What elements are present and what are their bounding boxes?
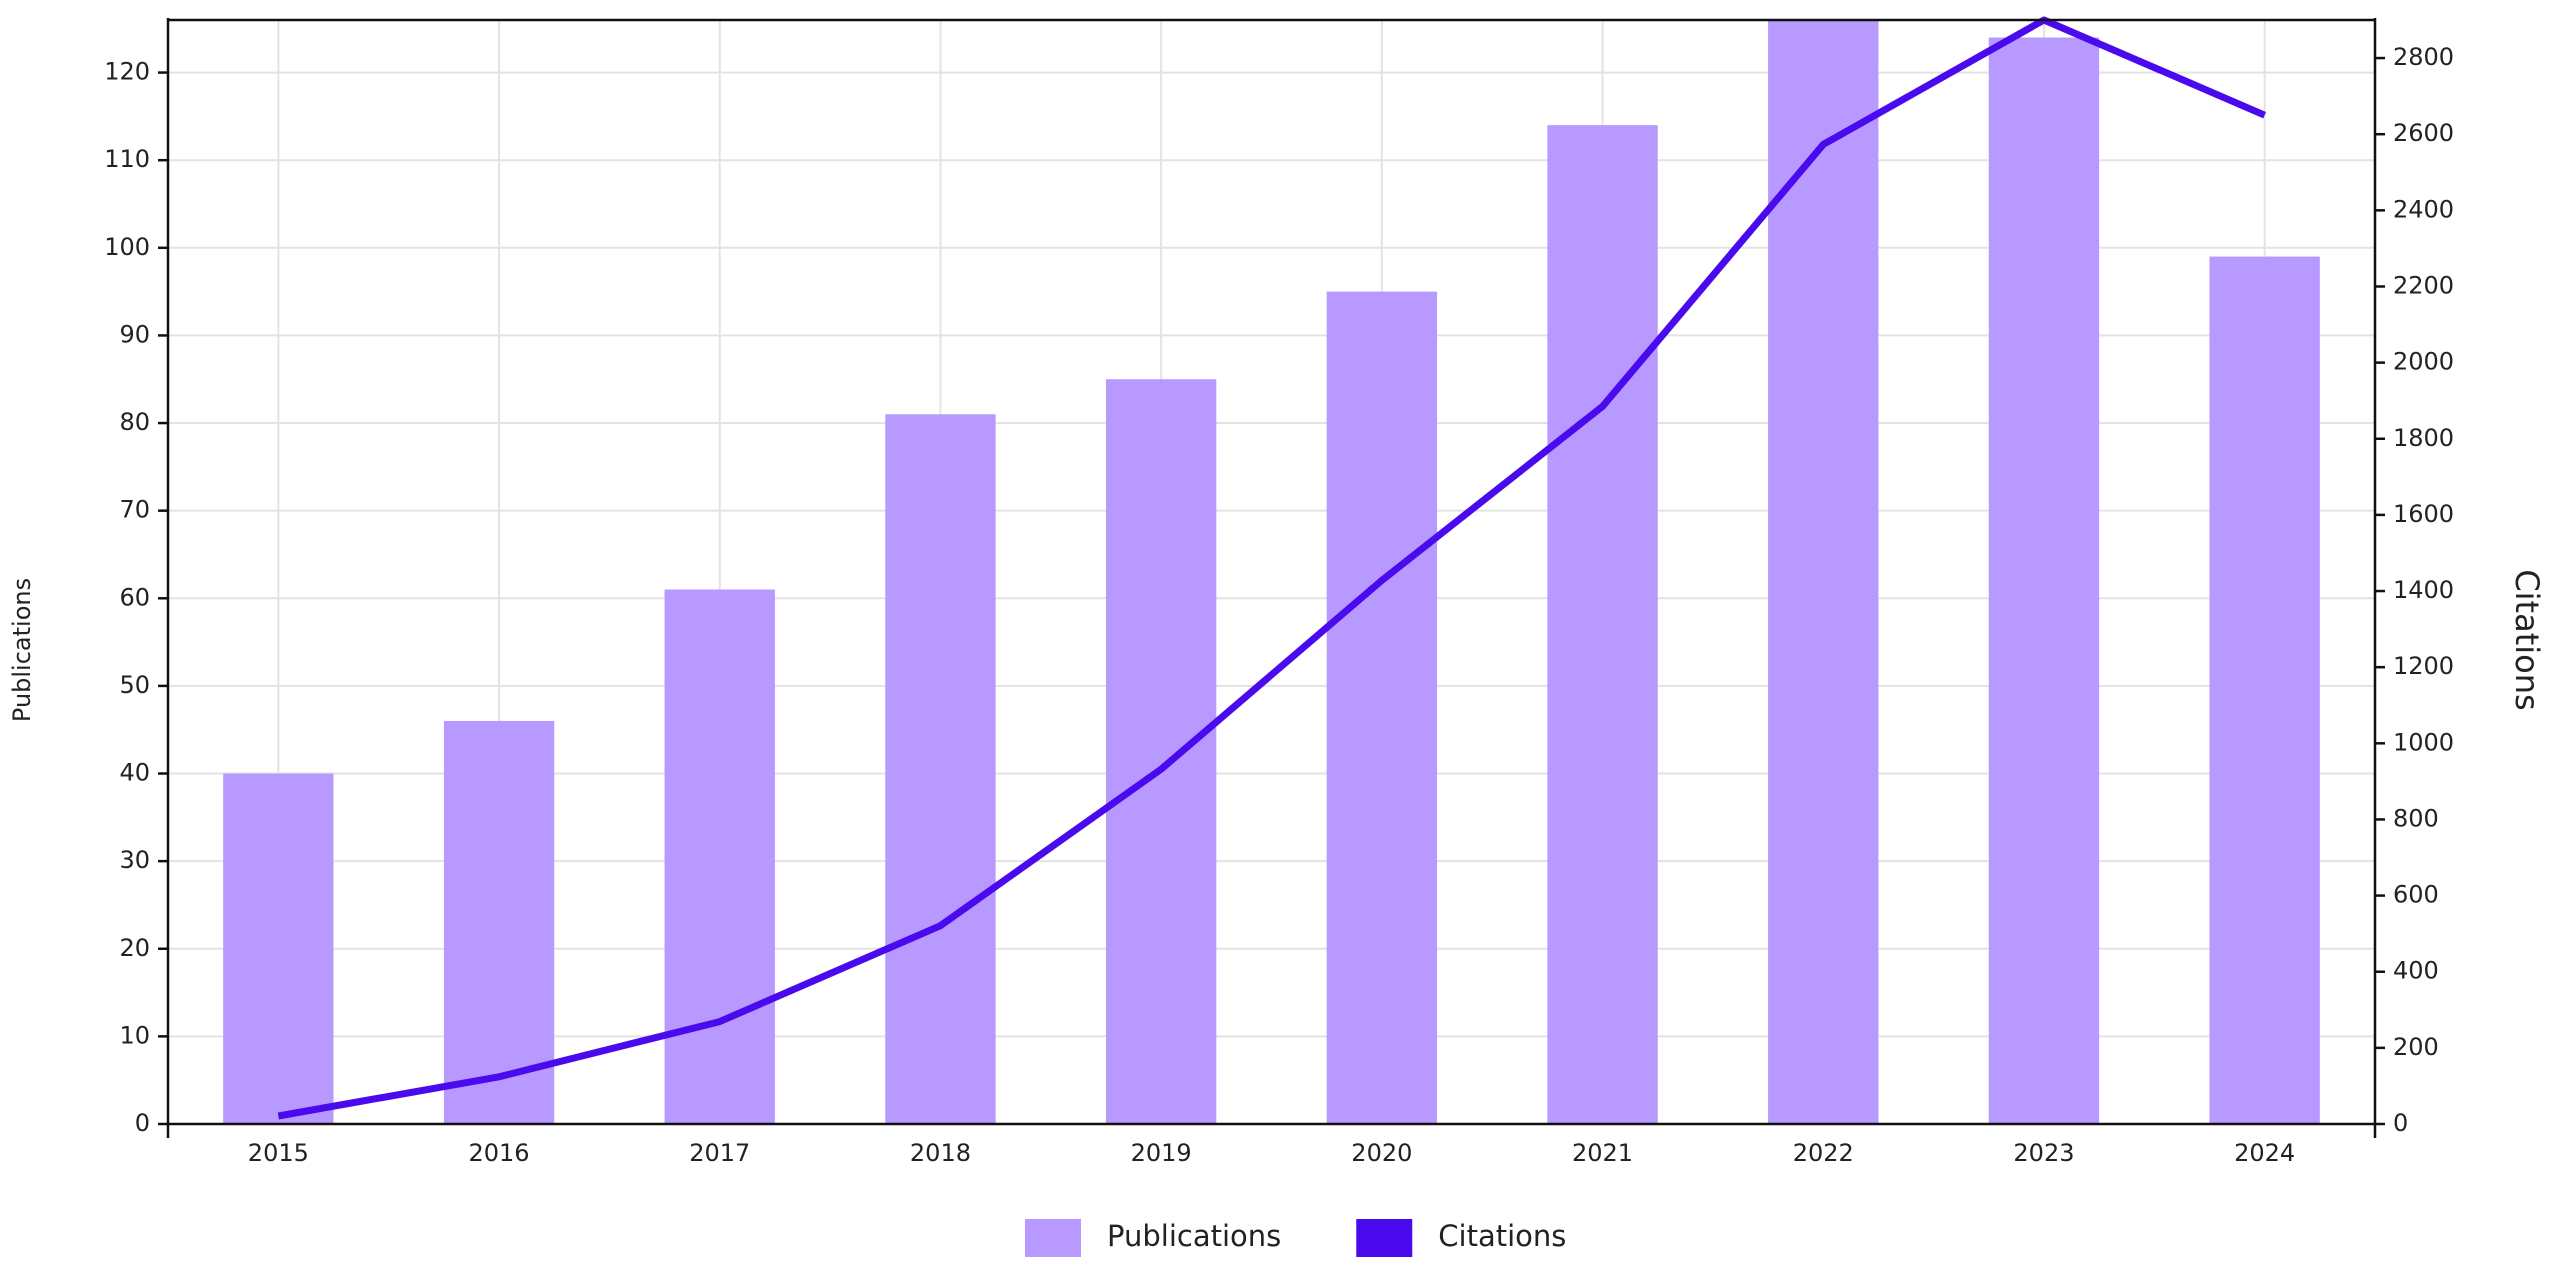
legend-label: Citations — [1438, 1219, 1566, 1253]
y-tick-label: 120 — [104, 58, 150, 86]
bar — [2209, 256, 2320, 1124]
y2-tick-label: 0 — [2393, 1109, 2408, 1137]
y2-tick-label: 1400 — [2393, 576, 2454, 604]
bar — [1105, 379, 1217, 1124]
bar — [1547, 125, 1658, 1124]
y2-tick-label: 2400 — [2393, 195, 2454, 223]
x-tick-label: 2021 — [1572, 1139, 1633, 1167]
bar — [1326, 291, 1438, 1124]
y2-tick-label: 1200 — [2393, 652, 2454, 680]
x-tick-label: 2016 — [469, 1139, 530, 1167]
legend-label: Publications — [1107, 1219, 1281, 1253]
bar — [664, 589, 775, 1124]
y-tick-label: 30 — [119, 846, 150, 874]
y-tick-label: 90 — [119, 320, 150, 348]
x-tick-label: 2020 — [1351, 1139, 1412, 1167]
bar — [885, 414, 996, 1124]
y-tick-label: 0 — [135, 1109, 150, 1137]
x-tick-label: 2023 — [2013, 1139, 2074, 1167]
y2-tick-label: 1000 — [2393, 728, 2454, 756]
y2-tick-label: 2600 — [2393, 119, 2454, 147]
y2-tick-label: 800 — [2393, 804, 2439, 832]
y2-tick-label: 600 — [2393, 881, 2439, 909]
x-tick-label: 2024 — [2234, 1139, 2295, 1167]
legend-swatch — [1356, 1219, 1413, 1257]
y-tick-label: 10 — [119, 1021, 150, 1049]
y-tick-label: 60 — [119, 583, 150, 611]
x-tick-label: 2019 — [1131, 1139, 1192, 1167]
y-tick-label: 20 — [119, 934, 150, 962]
x-tick-label: 2015 — [248, 1139, 309, 1167]
bar — [443, 720, 555, 1124]
bar — [1768, 20, 1879, 1124]
y-tick-label: 100 — [104, 233, 150, 261]
y-axis-title: Publications — [8, 578, 36, 722]
y2-tick-label: 2800 — [2393, 43, 2454, 71]
y2-axis-title: Citations — [2508, 569, 2546, 710]
y2-tick-label: 2000 — [2393, 348, 2454, 376]
y-tick-label: 50 — [119, 671, 150, 699]
x-tick-label: 2018 — [910, 1139, 971, 1167]
y2-tick-label: 1800 — [2393, 424, 2454, 452]
y2-tick-label: 200 — [2393, 1033, 2439, 1061]
y-tick-label: 110 — [104, 145, 150, 173]
bar — [223, 773, 334, 1124]
y-tick-label: 40 — [119, 759, 150, 787]
bar — [1988, 37, 2100, 1124]
legend-swatch — [1025, 1219, 1081, 1257]
y2-tick-label: 1600 — [2393, 500, 2454, 528]
y2-tick-label: 2200 — [2393, 271, 2454, 299]
y-tick-label: 80 — [119, 408, 150, 436]
x-tick-label: 2017 — [689, 1139, 750, 1167]
line — [277, 16, 2267, 1120]
y2-tick-label: 400 — [2393, 957, 2439, 985]
x-tick-label: 2022 — [1793, 1139, 1854, 1167]
y-tick-label: 70 — [119, 496, 150, 524]
